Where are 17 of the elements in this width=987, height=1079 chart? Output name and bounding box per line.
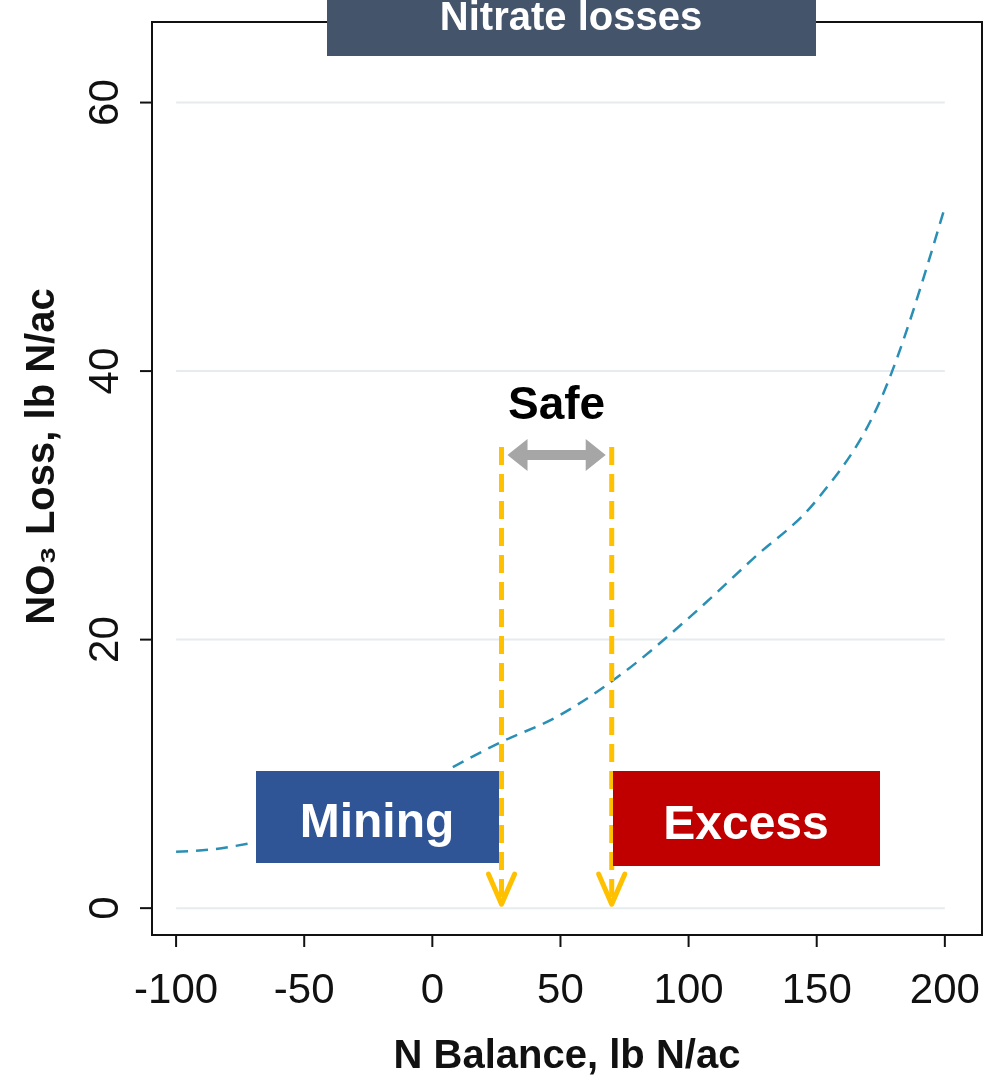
x-tick-label: 100 [653,965,724,1012]
x-tick-label: -100 [134,965,219,1012]
x-axis-title: N Balance, lb N/ac [393,1032,741,1076]
x-tick-label: 200 [909,965,980,1012]
annotation: Excess [663,796,829,849]
y-tick-label: 60 [80,79,127,126]
y-tick-label: 40 [80,347,127,395]
y-axis-title: NO₃ Loss, lb N/ac [18,288,62,625]
chart-title: Nitrate losses [439,0,703,38]
x-tick-label: -50 [273,965,335,1012]
y-tick-label: 0 [80,896,127,920]
annotation: Mining [299,794,455,847]
y-tick-label: 20 [80,616,127,663]
annotation: Safe [508,377,606,429]
x-tick-label: 0 [420,965,445,1012]
x-tick-label: 50 [537,965,584,1012]
x-tick-label: 150 [781,965,852,1012]
